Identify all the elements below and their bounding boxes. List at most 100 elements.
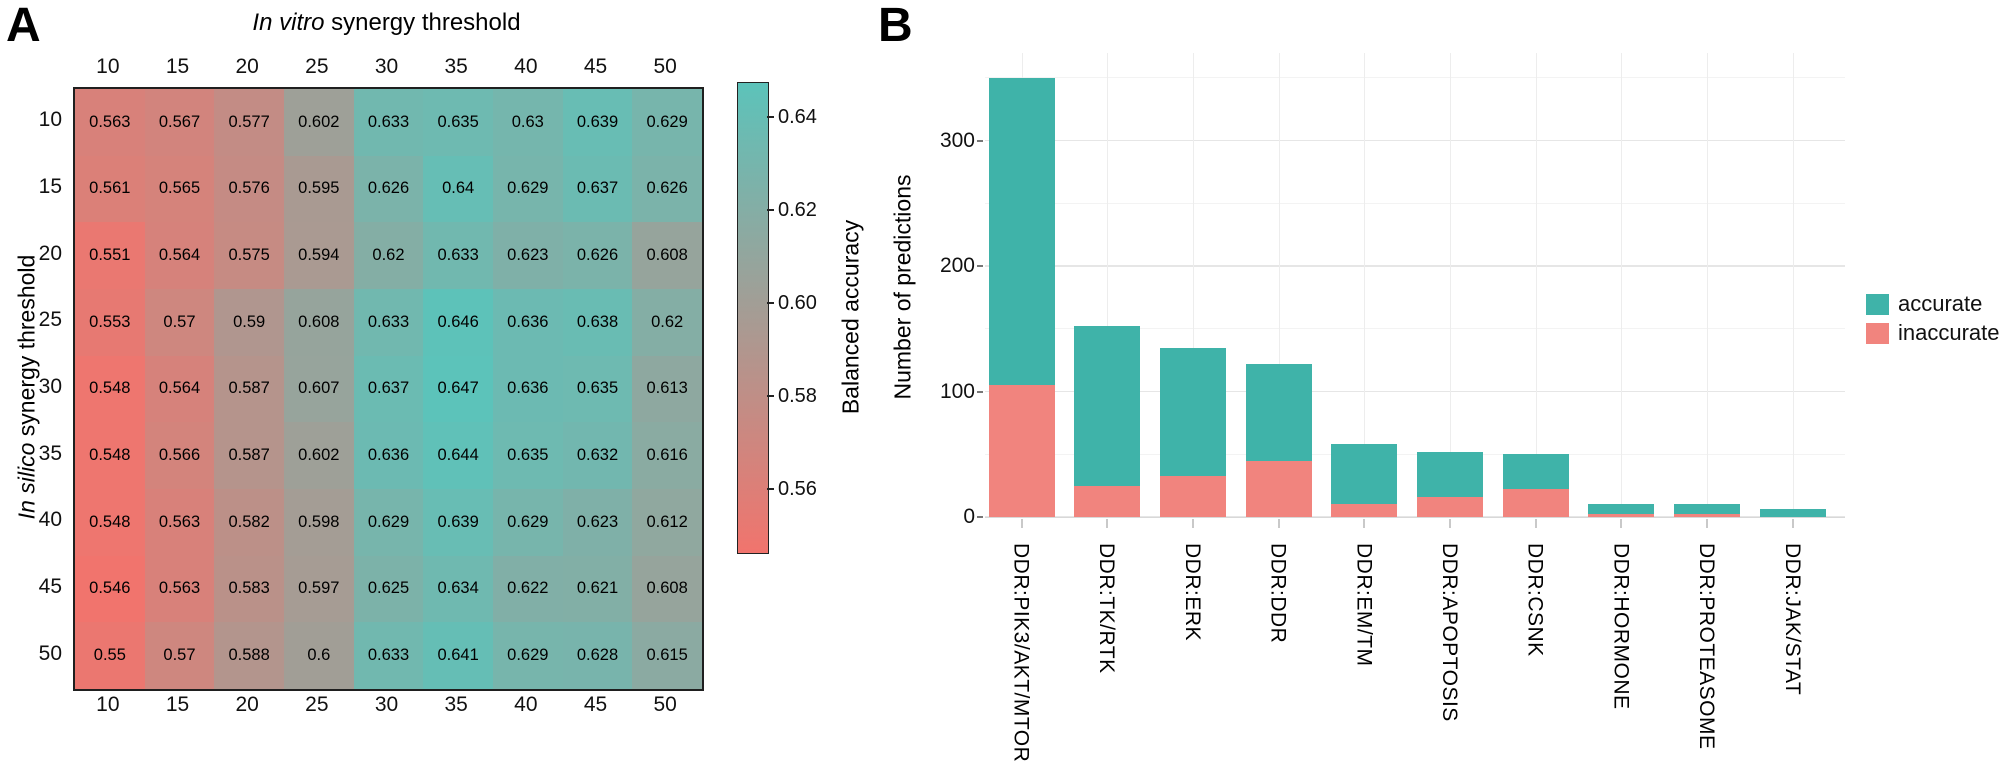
heatmap-y-tick-label: 45 xyxy=(38,575,62,598)
colorbar-tick-mark xyxy=(767,115,774,118)
heatmap-cell: 0.602 xyxy=(283,422,354,489)
heatmap-cell: 0.598 xyxy=(283,488,354,556)
bar-segment-accurate xyxy=(1588,504,1655,515)
x-tick-mark xyxy=(1363,519,1366,528)
heatmap-cell: 0.632 xyxy=(562,422,633,489)
heatmap-x-tick-label: 15 xyxy=(165,693,190,716)
heatmap-cell: 0.646 xyxy=(423,288,493,356)
bar-segment-accurate xyxy=(1502,454,1569,490)
heatmap-cell: 0.577 xyxy=(214,89,284,156)
heatmap-cell: 0.641 xyxy=(423,622,493,689)
heatmap-cell: 0.626 xyxy=(632,155,702,223)
vertical-gridline xyxy=(1364,53,1366,518)
heatmap-cell: 0.595 xyxy=(283,155,354,223)
minor-gridline xyxy=(985,202,1845,204)
heatmap-y-tick-label: 40 xyxy=(38,508,62,532)
x-tick-mark xyxy=(1106,519,1109,528)
legend-label-accurate: accurate xyxy=(1898,291,1983,316)
heatmap-y-tick-label: 25 xyxy=(38,308,62,332)
y-tick-label: 100 xyxy=(939,379,975,403)
x-tick-label: DDR:EM/TM xyxy=(1352,543,1376,667)
heatmap-cell: 0.608 xyxy=(283,288,354,356)
heatmap-x-tick-label: 50 xyxy=(653,55,677,78)
heatmap-cell: 0.548 xyxy=(75,422,145,489)
y-tick-mark xyxy=(977,390,983,393)
colorbar-tick-label: 0.64 xyxy=(778,105,817,128)
heatmap-cell: 0.551 xyxy=(75,222,145,289)
heatmap-cell: 0.6 xyxy=(283,622,354,689)
x-tick-mark xyxy=(1191,519,1194,528)
barchart-legend: accurate inaccurate xyxy=(1866,291,2000,349)
heatmap-cell: 0.633 xyxy=(353,288,424,356)
heatmap-x-tick-label: 10 xyxy=(96,693,120,716)
heatmap-x-tick-label: 30 xyxy=(374,693,399,716)
heatmap-cell: 0.629 xyxy=(492,155,563,223)
heatmap-cell: 0.565 xyxy=(144,155,215,223)
x-tick-mark xyxy=(1534,519,1537,528)
heatmap-cell: 0.644 xyxy=(423,422,493,489)
x-tick-label: DDR:TK/RTK xyxy=(1095,543,1119,674)
colorbar-tick-mark xyxy=(767,208,774,211)
major-gridline xyxy=(985,265,1845,267)
heatmap-title: In vitro synergy threshold xyxy=(73,9,700,37)
heatmap-cell: 0.638 xyxy=(562,288,633,356)
heatmap-x-tick-label: 40 xyxy=(514,693,538,716)
colorbar-tick-mark xyxy=(767,395,774,398)
heatmap-y-tick-label: 35 xyxy=(38,441,62,465)
heatmap-cell: 0.63 xyxy=(492,89,563,156)
heatmap-x-tick-label: 35 xyxy=(444,55,468,78)
heatmap-cell: 0.636 xyxy=(353,422,424,489)
heatmap-cell: 0.64 xyxy=(423,155,493,223)
bar-segment-inaccurate xyxy=(1588,514,1655,517)
heatmap-cell: 0.639 xyxy=(562,89,633,156)
heatmap-cell: 0.635 xyxy=(423,89,493,156)
heatmap-x-tick-label: 45 xyxy=(583,693,608,716)
y-tick-mark xyxy=(977,139,983,142)
major-gridline xyxy=(985,390,1845,393)
heatmap-cell: 0.548 xyxy=(75,355,145,423)
heatmap-cell: 0.623 xyxy=(492,222,563,289)
heatmap-title-rest: synergy threshold xyxy=(324,9,521,36)
heatmap-x-tick-label: 15 xyxy=(165,55,190,78)
heatmap-cell: 0.633 xyxy=(353,89,424,156)
heatmap-x-tick-label: 25 xyxy=(305,693,329,716)
legend-row-inaccurate: inaccurate xyxy=(1866,320,2000,346)
bar-segment-inaccurate xyxy=(1074,485,1141,517)
bar-segment-accurate xyxy=(1674,504,1741,515)
heatmap-cell: 0.602 xyxy=(283,89,354,156)
x-tick-mark xyxy=(1706,519,1709,528)
heatmap-y-axis-title-rest: synergy threshold xyxy=(13,254,40,443)
heatmap-x-tick-label: 35 xyxy=(444,693,468,716)
heatmap-y-tick-label: 10 xyxy=(38,108,62,132)
colorbar-label: Balanced accuracy xyxy=(837,219,864,415)
legend-label-inaccurate: inaccurate xyxy=(1898,320,2000,345)
heatmap-cell: 0.633 xyxy=(353,622,424,689)
colorbar-tick-label: 0.56 xyxy=(778,478,817,501)
heatmap-cell: 0.639 xyxy=(423,488,493,556)
heatmap-cell: 0.647 xyxy=(423,355,493,423)
heatmap-cell: 0.625 xyxy=(353,555,424,623)
heatmap-x-tick-label: 45 xyxy=(583,55,608,78)
x-axis-line xyxy=(985,517,1845,518)
barchart-y-axis-title: Number of predictions xyxy=(889,174,916,400)
heatmap-cell: 0.607 xyxy=(283,355,354,423)
heatmap-cell: 0.629 xyxy=(353,488,424,556)
heatmap-cell: 0.608 xyxy=(632,555,702,623)
heatmap-cell: 0.629 xyxy=(492,488,563,556)
heatmap-y-tick-label: 15 xyxy=(38,175,62,198)
panel-a-label: A xyxy=(6,0,41,52)
bar-segment-accurate xyxy=(1074,326,1141,486)
heatmap-cell: 0.563 xyxy=(144,555,215,623)
heatmap-cell: 0.561 xyxy=(75,155,145,223)
bar-segment-accurate xyxy=(1159,347,1226,476)
bar-segment-inaccurate xyxy=(1159,475,1226,517)
heatmap-title-italic: In vitro xyxy=(252,9,325,36)
minor-gridline xyxy=(985,328,1845,330)
colorbar-gradient xyxy=(737,82,769,554)
heatmap-cell: 0.62 xyxy=(632,288,702,356)
x-tick-label: DDR:HORMONE xyxy=(1609,543,1633,710)
heatmap-cell: 0.62 xyxy=(353,222,424,289)
heatmap-cell: 0.615 xyxy=(632,622,702,689)
heatmap-x-tick-label: 50 xyxy=(653,693,677,716)
heatmap-cell: 0.576 xyxy=(214,155,284,223)
